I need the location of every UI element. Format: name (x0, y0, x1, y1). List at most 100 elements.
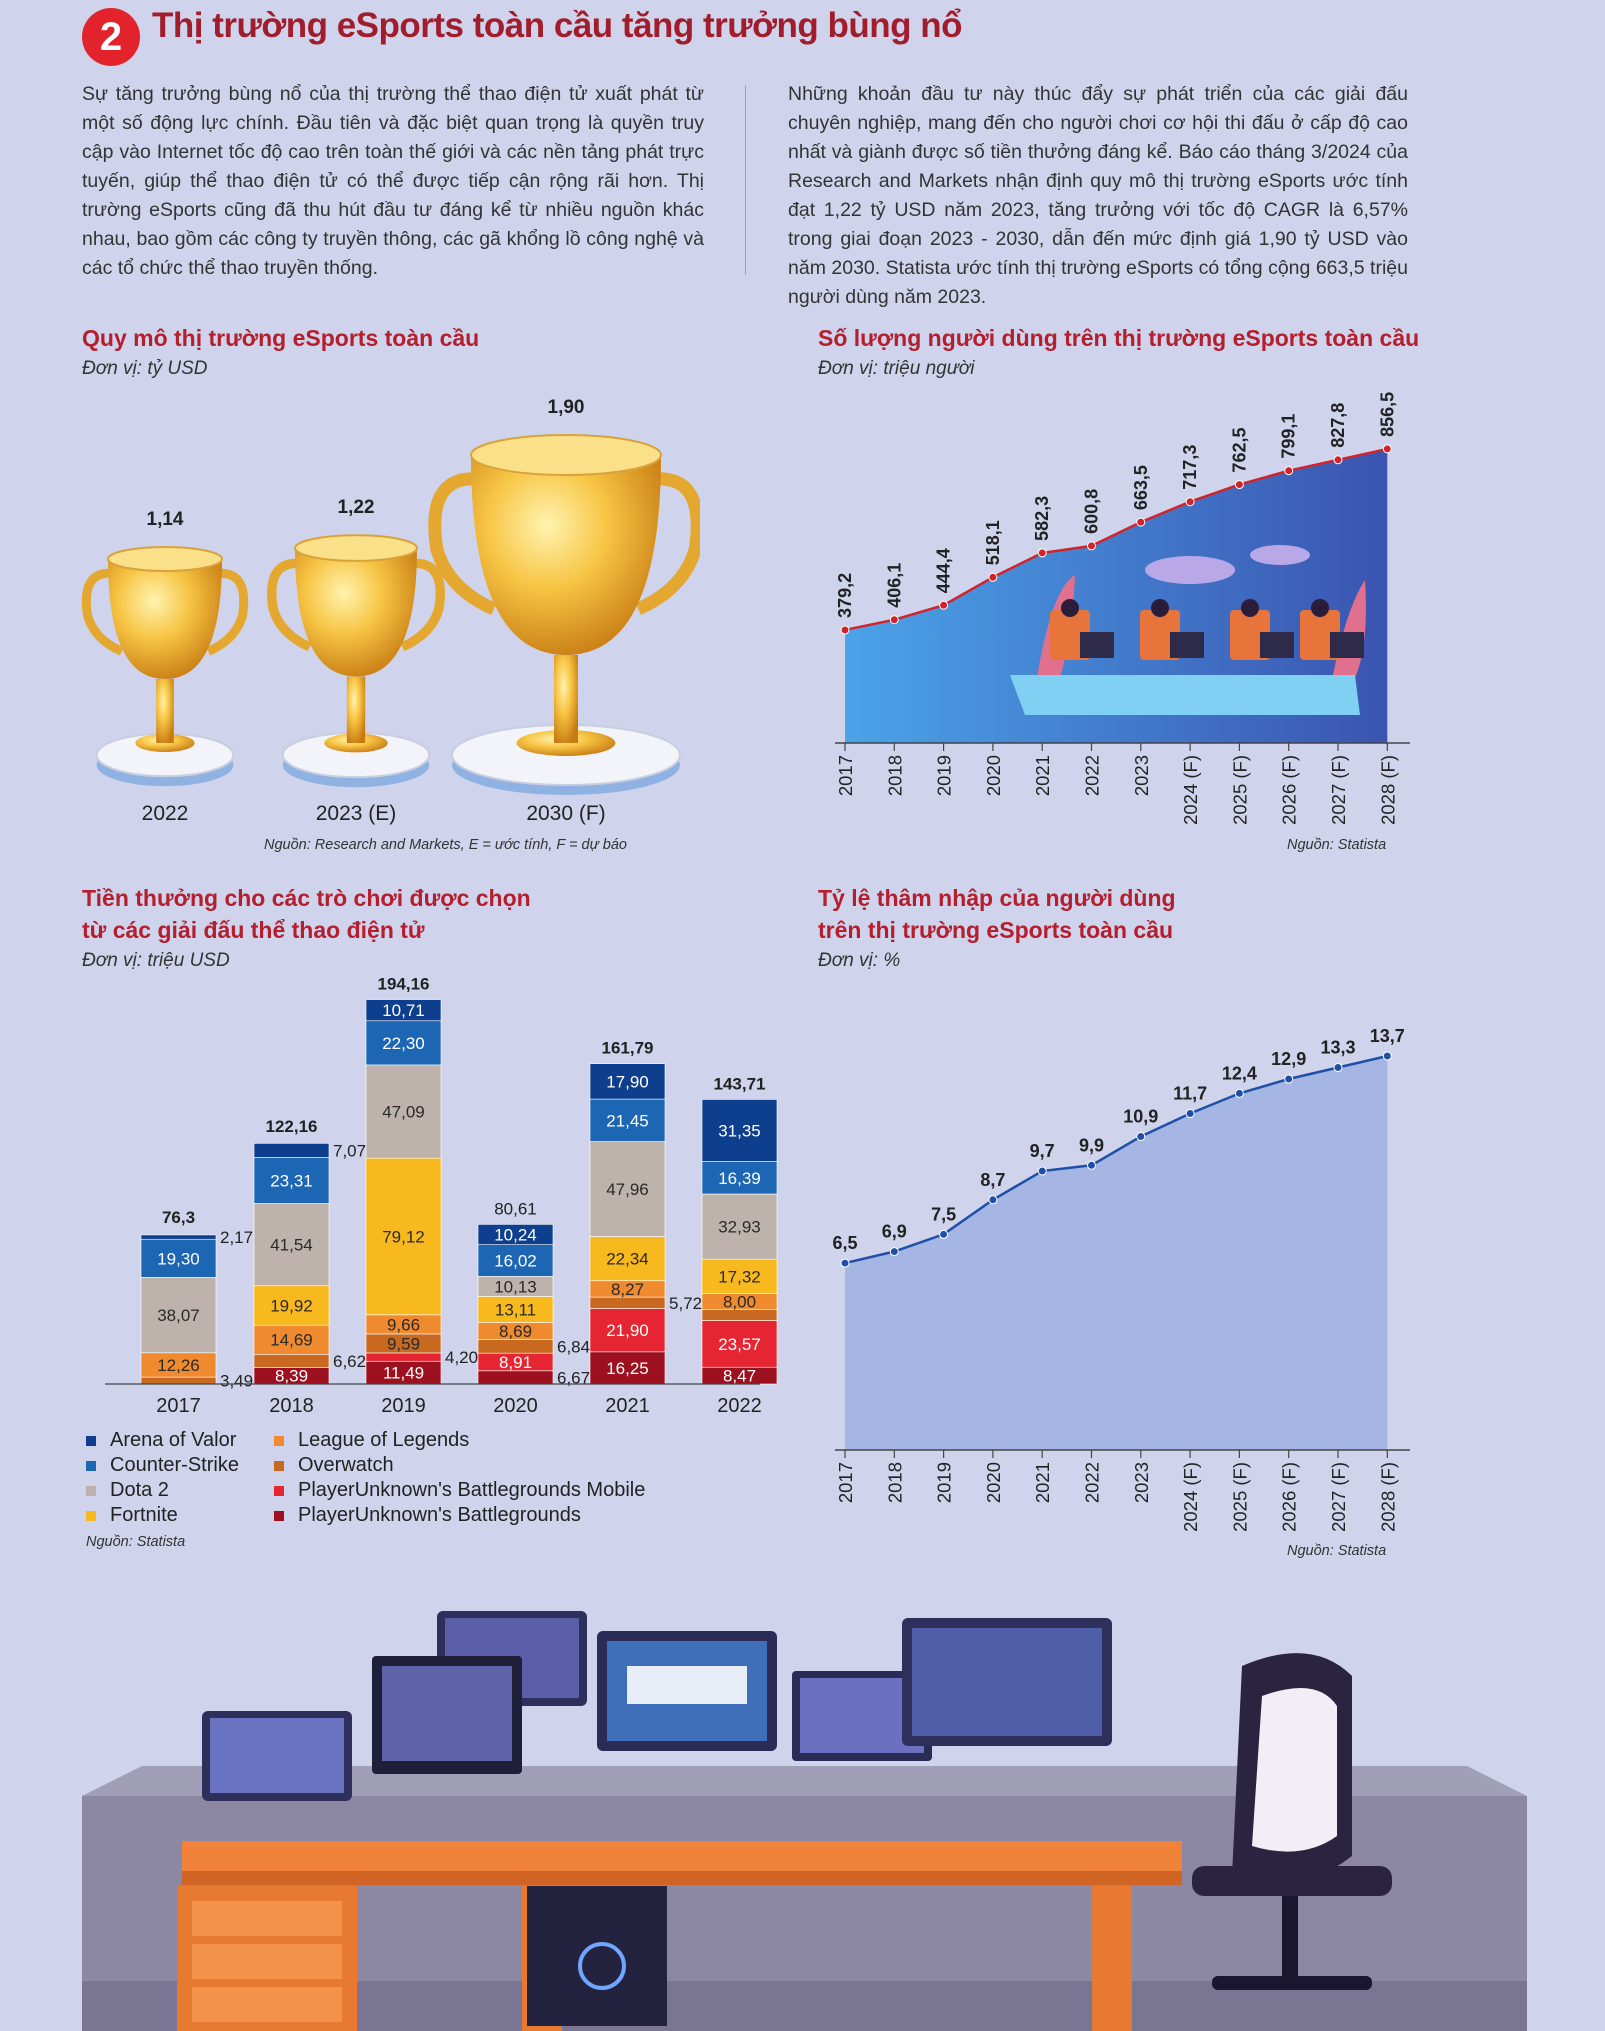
chart1-title: Quy mô thị trường eSports toàn cầu (82, 325, 480, 351)
total-label: 122,16 (266, 1117, 318, 1136)
page-title: Thị trường eSports toàn cầu tăng trưởng … (152, 6, 962, 45)
chart3-legend-col2: League of Legends Overwatch PlayerUnknow… (274, 1428, 645, 1528)
chart3-legend-col1: Arena of Valor Counter-Strike Dota 2 For… (86, 1428, 239, 1528)
cloud (1145, 556, 1235, 584)
value-label: 12,9 (1271, 1049, 1306, 1069)
x-tick-label: 2028 (F) (1377, 755, 1398, 825)
bar-segment (589, 1141, 666, 1237)
bar-segment (589, 1063, 666, 1100)
total-label: 194,16 (378, 975, 430, 994)
value-label: 1,14 (147, 509, 184, 530)
data-point (1382, 1051, 1392, 1061)
data-point (1284, 1074, 1294, 1084)
gamer-head (1061, 599, 1079, 617)
value-label: 13,3 (1320, 1038, 1355, 1058)
x-tick-label: 2030 (F) (526, 802, 605, 825)
data-point (840, 1258, 850, 1268)
total-label: 80,61 (494, 1199, 537, 1218)
segment-label: 19,30 (157, 1249, 200, 1268)
trophy-cup (471, 455, 661, 655)
x-tick-label: 2018 (269, 1395, 314, 1417)
value-label: 9,7 (1030, 1141, 1055, 1161)
trophy-icon (81, 546, 249, 787)
x-tick-label: 2017 (835, 1462, 856, 1503)
chart2-users-area: 2017 379,2 2018 406,1 2019 444,4 2020 518,1 2021… (835, 392, 1410, 825)
divider (745, 85, 746, 275)
value-label: 518,1 (983, 520, 1003, 565)
value-label: 12,4 (1222, 1063, 1257, 1083)
value-label: 1,22 (338, 497, 375, 518)
segment-label: 31,35 (718, 1121, 761, 1140)
x-tick-label: 2027 (F) (1328, 755, 1349, 825)
legend-item: Arena of Valor (86, 1428, 239, 1453)
x-tick-label: 2020 (493, 1395, 538, 1417)
segment-label: 47,09 (382, 1103, 425, 1122)
segment-label: 8,27 (611, 1280, 644, 1299)
legend-label: Overwatch (298, 1454, 394, 1476)
legend-label: PlayerUnknown's Battlegrounds Mobile (298, 1479, 646, 1501)
area-fill (845, 1056, 1388, 1450)
segment-label: 17,90 (606, 1072, 649, 1091)
bar-segment (589, 1098, 666, 1142)
data-point (1136, 1132, 1146, 1142)
legend-swatch (274, 1510, 284, 1521)
trophy-rim (294, 534, 418, 562)
value-label: 7,5 (931, 1204, 956, 1224)
segment-label: 19,92 (270, 1296, 313, 1315)
trophy-cup (108, 559, 222, 679)
x-tick-label: 2017 (835, 755, 856, 796)
segment-label: 11,49 (383, 1364, 424, 1383)
x-tick-label: 2021 (1032, 1462, 1053, 1503)
bar-segment (477, 1224, 554, 1245)
data-point (939, 1229, 949, 1239)
segment-label: 41,54 (270, 1236, 313, 1255)
gamers-illustration (1010, 545, 1366, 715)
legend-label: Counter-Strike (110, 1454, 239, 1476)
legend-label: PlayerUnknown's Battlegrounds (298, 1504, 581, 1526)
chart4-title-line1: Tỷ lệ thâm nhập của người dùng (818, 885, 1176, 911)
bar-segment (365, 1020, 442, 1066)
value-label: 856,5 (1377, 392, 1397, 437)
data-point (1185, 1109, 1195, 1119)
bar-segment (589, 1351, 666, 1385)
segment-label: 16,02 (494, 1252, 537, 1271)
x-tick-label: 2019 (934, 1462, 955, 1503)
x-tick-label: 2026 (F) (1279, 1462, 1300, 1532)
x-tick-label: 2027 (F) (1328, 1462, 1349, 1532)
data-point (1037, 548, 1047, 558)
value-label: 11,7 (1173, 1084, 1207, 1104)
x-tick-label: 2019 (934, 755, 955, 796)
data-point (1087, 541, 1096, 551)
bar-segment (701, 1193, 778, 1260)
intro-right: Những khoản đầu tư này thúc đẩy sự phát … (788, 83, 1408, 308)
segment-label: 8,39 (275, 1367, 308, 1386)
segment-label: 47,96 (606, 1180, 649, 1199)
segment-label: 22,30 (382, 1034, 425, 1053)
bar-segment (253, 1285, 330, 1326)
data-point (1333, 455, 1343, 465)
value-label: 600,8 (1082, 489, 1102, 534)
data-point (1185, 497, 1195, 507)
bar-segment (589, 1308, 666, 1353)
segment-label: 14,69 (270, 1331, 313, 1350)
x-tick-label: 2020 (983, 1462, 1004, 1503)
x-tick-label: 2019 (381, 1395, 426, 1417)
trophy-stem (156, 679, 174, 743)
bar-segment (140, 1277, 217, 1354)
trophy-handle (635, 472, 700, 615)
bar-segment (253, 1324, 330, 1355)
segment-label: 38,07 (157, 1306, 200, 1325)
bar-segment (140, 1352, 217, 1378)
segment-label: 8,00 (723, 1292, 756, 1311)
legend-item: League of Legends (274, 1428, 645, 1453)
segment-label: 8,69 (499, 1322, 532, 1341)
bar-segment (701, 1161, 778, 1195)
data-point (889, 1247, 899, 1257)
legend-swatch (86, 1435, 96, 1446)
gamer-head (1311, 599, 1329, 617)
legend-label: Dota 2 (110, 1479, 169, 1501)
trophy-rim (470, 434, 662, 476)
x-tick-label: 2024 (F) (1180, 1462, 1201, 1532)
x-tick-label: 2024 (F) (1180, 755, 1201, 825)
x-tick-label: 2021 (1032, 755, 1053, 796)
